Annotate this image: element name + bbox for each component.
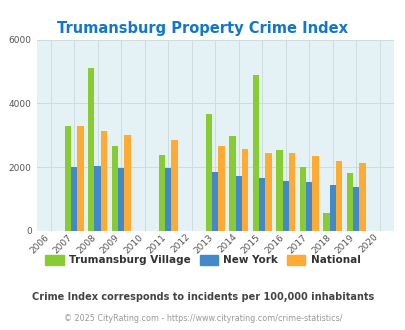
Legend: Trumansburg Village, New York, National: Trumansburg Village, New York, National bbox=[41, 251, 364, 270]
Bar bbox=[265, 153, 271, 231]
Bar bbox=[275, 150, 282, 231]
Bar bbox=[77, 126, 83, 231]
Bar bbox=[124, 135, 130, 231]
Bar bbox=[94, 166, 100, 231]
Bar bbox=[218, 146, 224, 231]
Bar bbox=[311, 156, 318, 231]
Bar bbox=[211, 172, 218, 231]
Bar bbox=[158, 155, 164, 231]
Bar bbox=[322, 214, 329, 231]
Bar bbox=[258, 178, 265, 231]
Bar bbox=[358, 163, 365, 231]
Bar bbox=[118, 168, 124, 231]
Bar bbox=[346, 173, 352, 231]
Bar bbox=[299, 167, 305, 231]
Text: © 2025 CityRating.com - https://www.cityrating.com/crime-statistics/: © 2025 CityRating.com - https://www.city… bbox=[64, 314, 341, 323]
Bar bbox=[235, 177, 241, 231]
Bar bbox=[164, 168, 171, 231]
Text: Trumansburg Property Crime Index: Trumansburg Property Crime Index bbox=[58, 21, 347, 36]
Bar bbox=[228, 136, 235, 231]
Bar bbox=[282, 181, 288, 231]
Bar bbox=[64, 126, 71, 231]
Bar bbox=[205, 114, 211, 231]
Bar bbox=[305, 182, 311, 231]
Bar bbox=[329, 185, 335, 231]
Bar bbox=[335, 161, 341, 231]
Bar bbox=[71, 167, 77, 231]
Bar bbox=[111, 146, 118, 231]
Bar bbox=[171, 140, 177, 231]
Text: Crime Index corresponds to incidents per 100,000 inhabitants: Crime Index corresponds to incidents per… bbox=[32, 292, 373, 302]
Bar bbox=[252, 75, 258, 231]
Bar bbox=[288, 153, 294, 231]
Bar bbox=[352, 187, 358, 231]
Bar bbox=[100, 130, 107, 231]
Bar bbox=[88, 68, 94, 231]
Bar bbox=[241, 149, 247, 231]
